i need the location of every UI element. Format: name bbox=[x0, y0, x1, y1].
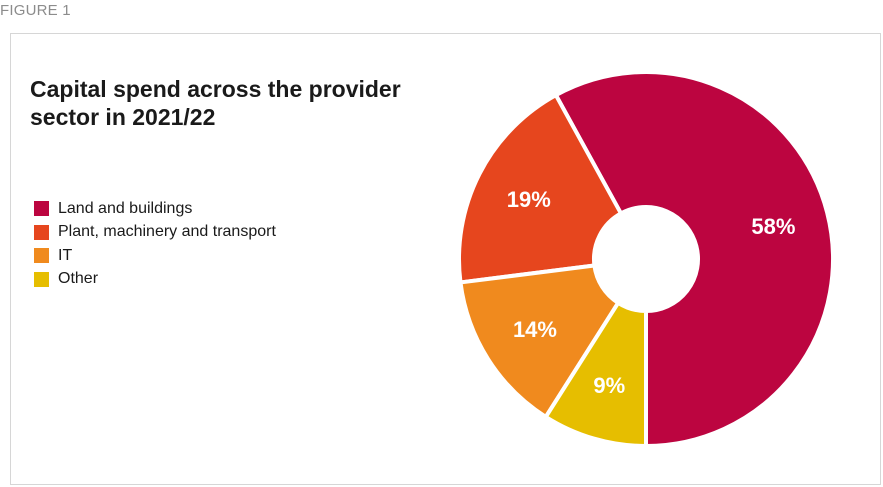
figure-label: FIGURE 1 bbox=[0, 2, 71, 19]
chart-title: Capital spend across the provider sector… bbox=[30, 75, 430, 131]
legend-swatch bbox=[34, 201, 49, 217]
donut-slice-labels: 58% 19% 14% 9% bbox=[507, 187, 796, 398]
legend-label: IT bbox=[58, 246, 73, 264]
legend-swatch bbox=[34, 248, 49, 264]
legend-item-plant-machinery-transport: Plant, machinery and transport bbox=[34, 221, 276, 245]
legend-label: Other bbox=[58, 270, 99, 288]
donut-slice-label: 19% bbox=[507, 187, 551, 212]
donut-slice-label: 9% bbox=[593, 373, 625, 398]
legend-item-it: IT bbox=[34, 244, 276, 268]
donut-slices bbox=[457, 70, 835, 449]
chart-title-line-1: Capital spend across the provider bbox=[30, 76, 401, 102]
legend-swatch bbox=[34, 271, 49, 287]
donut-slice-plant-machinery-and-transport bbox=[457, 92, 624, 285]
legend-label: Land and buildings bbox=[58, 199, 193, 217]
donut-slice-label: 14% bbox=[513, 317, 557, 342]
donut-slice-land-and-buildings bbox=[553, 70, 835, 449]
legend-item-other: Other bbox=[34, 268, 276, 292]
donut-slice-it bbox=[458, 263, 621, 420]
legend-label: Plant, machinery and transport bbox=[58, 223, 276, 241]
donut-slice-other bbox=[543, 300, 648, 449]
chart-legend: Land and buildings Plant, machinery and … bbox=[34, 197, 276, 291]
legend-item-land-and-buildings: Land and buildings bbox=[34, 197, 276, 221]
legend-swatch bbox=[34, 224, 49, 240]
donut-slice-label: 58% bbox=[751, 214, 795, 239]
chart-title-line-2: sector in 2021/22 bbox=[30, 104, 216, 130]
